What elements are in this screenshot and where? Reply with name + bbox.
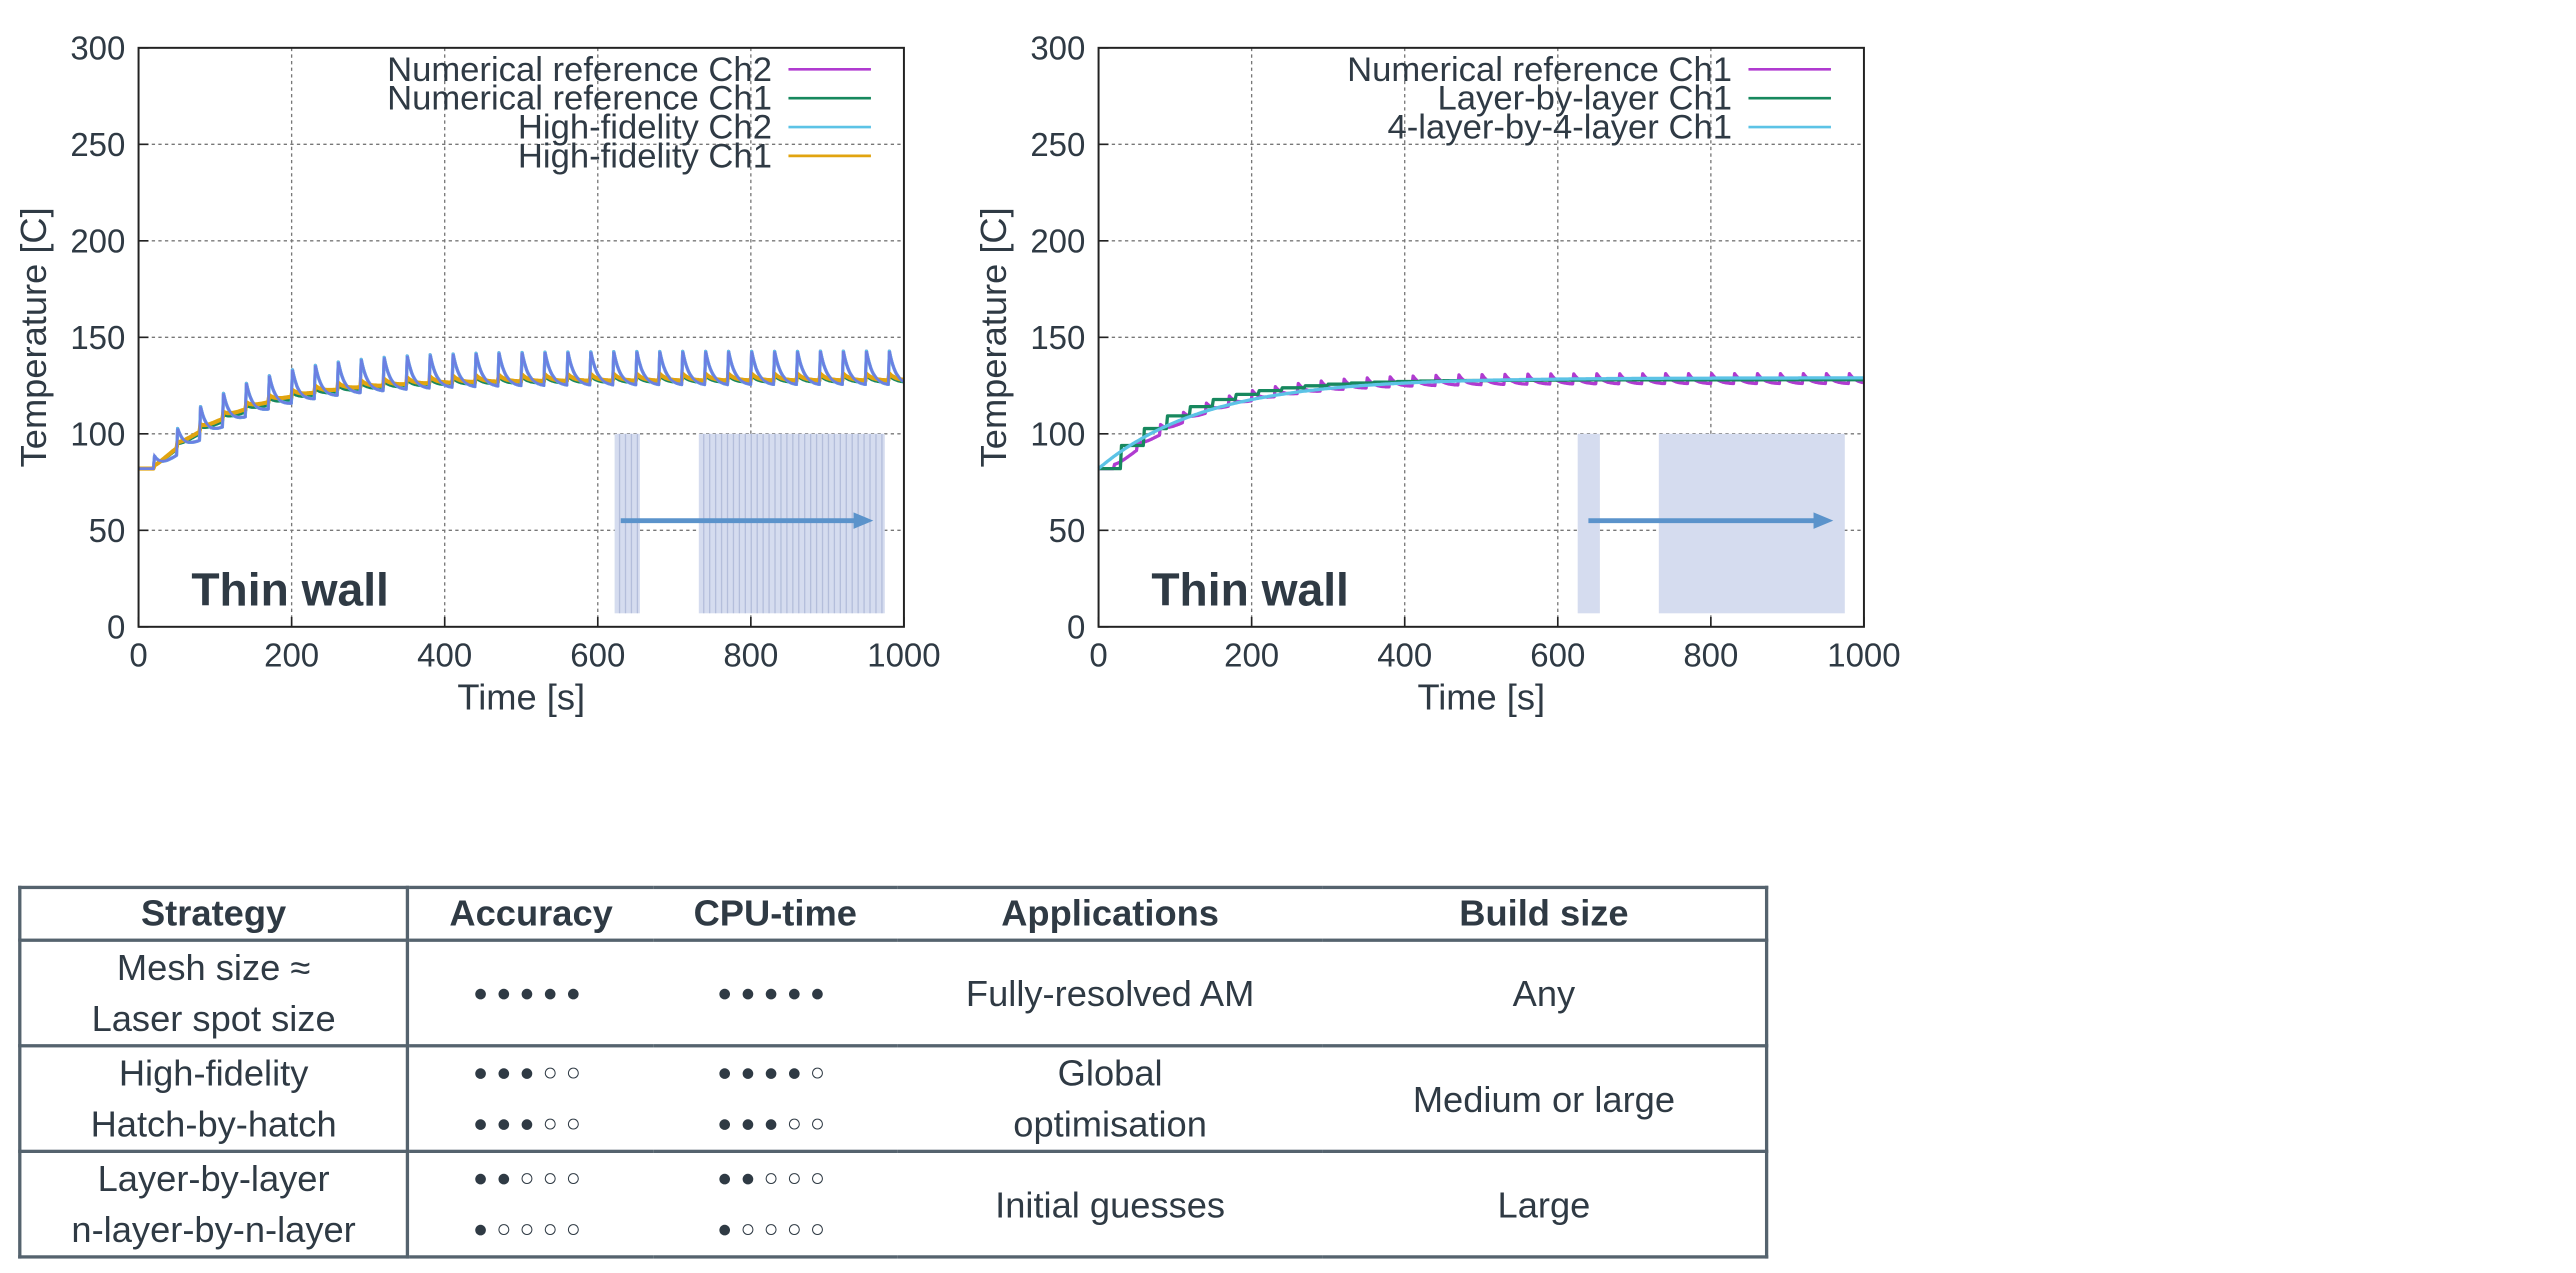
series-line-3 <box>1097 376 1864 470</box>
arrow-head <box>853 512 874 529</box>
legend-label-2: Numerical reference Ch1 <box>387 80 772 118</box>
header-accuracy: Accuracy <box>407 885 654 942</box>
y-tick-label: 200 <box>70 222 125 259</box>
table-header-row: Strategy Accuracy CPU-time Applications … <box>18 885 1769 942</box>
applications-line: Global <box>1057 1052 1163 1094</box>
y-tick-label: 0 <box>1067 608 1085 645</box>
x-tick-label: 0 <box>129 636 147 673</box>
cell-cpu: ●●○○○ ●○○○○ <box>653 1149 898 1259</box>
cell-build_size: Medium or large <box>1322 1044 1769 1154</box>
cpu-line: ●●●●● <box>717 978 834 1008</box>
overlap-trace <box>138 350 904 470</box>
x-tick-label: 600 <box>1530 636 1585 673</box>
strategy-line: Hatch-by-hatch <box>90 1103 337 1145</box>
x-tick-label: 1000 <box>1827 636 1900 673</box>
strategy-line: High-fidelity <box>118 1052 309 1094</box>
x-tick-label: 800 <box>723 636 778 673</box>
header-strategy: Strategy <box>18 885 410 942</box>
chart-1: 0 50 100 150 200 250 300 0 200 400 600 800 1000 Time … <box>13 29 940 717</box>
thin-wall-annotation: Thin wall <box>191 563 389 615</box>
cell-accuracy: ●●●○○ ●●●○○ <box>407 1044 654 1154</box>
y-tick-label: 300 <box>1030 29 1085 66</box>
arrow-head <box>1813 512 1834 529</box>
x-axis-label: Time [s] <box>1417 676 1545 717</box>
cpu-line: ●●●●○ <box>717 1058 834 1088</box>
y-tick-label: 150 <box>70 319 125 356</box>
cell-strategy: Mesh size ≈ Laser spot size <box>18 938 410 1048</box>
cpu-line: ●●●○○ <box>717 1110 834 1139</box>
x-tick-label: 0 <box>1089 636 1107 673</box>
cpu-line: ●○○○○ <box>717 1215 834 1244</box>
strategy-comparison-table: Strategy Accuracy CPU-time Applications … <box>18 885 1769 1259</box>
x-tick-label: 600 <box>570 636 625 673</box>
strategy-line: Laser spot size <box>91 997 336 1040</box>
table-body: Mesh size ≈ Laser spot size ●●●●● ●●●●● Full… <box>18 938 1769 1259</box>
cell-applications: Global optimisation <box>897 1044 1323 1154</box>
y-tick-label: 200 <box>1030 222 1085 259</box>
y-tick-label: 150 <box>1030 319 1085 356</box>
plot-frame <box>1097 46 1865 628</box>
legend-label-2: Layer-by-layer Ch1 <box>1438 80 1732 118</box>
y-tick-label: 50 <box>1049 512 1086 549</box>
x-tick-label: 800 <box>1683 636 1738 673</box>
applications-line: Fully-resolved AM <box>965 972 1255 1014</box>
strategy-line: Mesh size ≈ <box>116 946 311 989</box>
cell-applications: Fully-resolved AM <box>897 938 1323 1048</box>
build_size-line: Large <box>1497 1183 1591 1225</box>
strategy-line: n-layer-by-n-layer <box>71 1209 356 1251</box>
y-tick-label: 100 <box>70 415 125 452</box>
accuracy-line: ●●●●● <box>473 978 590 1008</box>
build_size-line: Medium or large <box>1412 1077 1676 1120</box>
x-tick-label: 1000 <box>867 636 940 673</box>
legend-label-1: Numerical reference Ch2 <box>387 51 772 89</box>
strategy-line: Layer-by-layer <box>97 1157 330 1200</box>
y-axis-label: Temperature [C] <box>973 207 1014 467</box>
thin-wall-annotation: Thin wall <box>1151 563 1349 615</box>
accuracy-line: ●●●○○ <box>473 1058 590 1088</box>
chart-2: 0 50 100 150 200 250 300 0 200 400 600 800 1000 Time … <box>973 29 1900 717</box>
cell-accuracy: ●●●●● <box>407 938 654 1048</box>
layer-block-1 <box>1577 433 1600 614</box>
y-axis-label: Temperature [C] <box>13 207 54 467</box>
legend-label-1: Numerical reference Ch1 <box>1347 51 1732 89</box>
header-cpu-time: CPU-time <box>653 885 898 942</box>
cpu-line: ●●○○○ <box>717 1164 834 1193</box>
table-row: High-fidelity Hatch-by-hatch ●●●○○ ●●●○○ ●●●… <box>18 1044 1769 1154</box>
build_size-line: Any <box>1512 972 1576 1014</box>
cell-strategy: Layer-by-layer n-layer-by-n-layer <box>18 1149 410 1259</box>
cell-accuracy: ●●○○○ ●○○○○ <box>407 1149 654 1259</box>
y-tick-label: 300 <box>70 29 125 66</box>
cell-strategy: High-fidelity Hatch-by-hatch <box>18 1044 410 1154</box>
header-build-size: Build size <box>1322 885 1769 942</box>
cell-applications: Initial guesses <box>897 1149 1323 1259</box>
table-row: Layer-by-layer n-layer-by-n-layer ●●○○○ ●○○… <box>18 1149 1769 1259</box>
header-applications: Applications <box>897 885 1323 942</box>
cell-build_size: Large <box>1322 1149 1769 1259</box>
y-tick-label: 100 <box>1030 415 1085 452</box>
cell-build_size: Any <box>1322 938 1769 1048</box>
layer-block-1 <box>614 433 640 614</box>
y-tick-label: 250 <box>70 126 125 163</box>
cell-cpu: ●●●●○ ●●●○○ <box>653 1044 898 1154</box>
accuracy-line: ●●●○○ <box>473 1110 590 1139</box>
accuracy-line: ●●○○○ <box>473 1164 590 1193</box>
accuracy-line: ●○○○○ <box>473 1215 590 1244</box>
y-tick-label: 50 <box>89 512 126 549</box>
applications-line: Initial guesses <box>995 1183 1226 1225</box>
x-tick-label: 400 <box>417 636 472 673</box>
table-row: Mesh size ≈ Laser spot size ●●●●● ●●●●● Full… <box>18 938 1769 1048</box>
legend-label-4: High-fidelity Ch1 <box>518 137 772 175</box>
x-tick-label: 200 <box>1224 636 1279 673</box>
applications-line: optimisation <box>1013 1103 1207 1145</box>
x-tick-label: 400 <box>1377 636 1432 673</box>
x-axis-label: Time [s] <box>457 676 585 717</box>
cell-cpu: ●●●●● <box>653 938 898 1048</box>
y-tick-label: 0 <box>107 608 125 645</box>
y-tick-label: 250 <box>1030 126 1085 163</box>
x-tick-label: 200 <box>264 636 319 673</box>
legend-label-3: 4-layer-by-4-layer Ch1 <box>1388 109 1732 147</box>
legend-label-3: High-fidelity Ch2 <box>518 109 772 147</box>
plot-frame <box>137 46 905 628</box>
